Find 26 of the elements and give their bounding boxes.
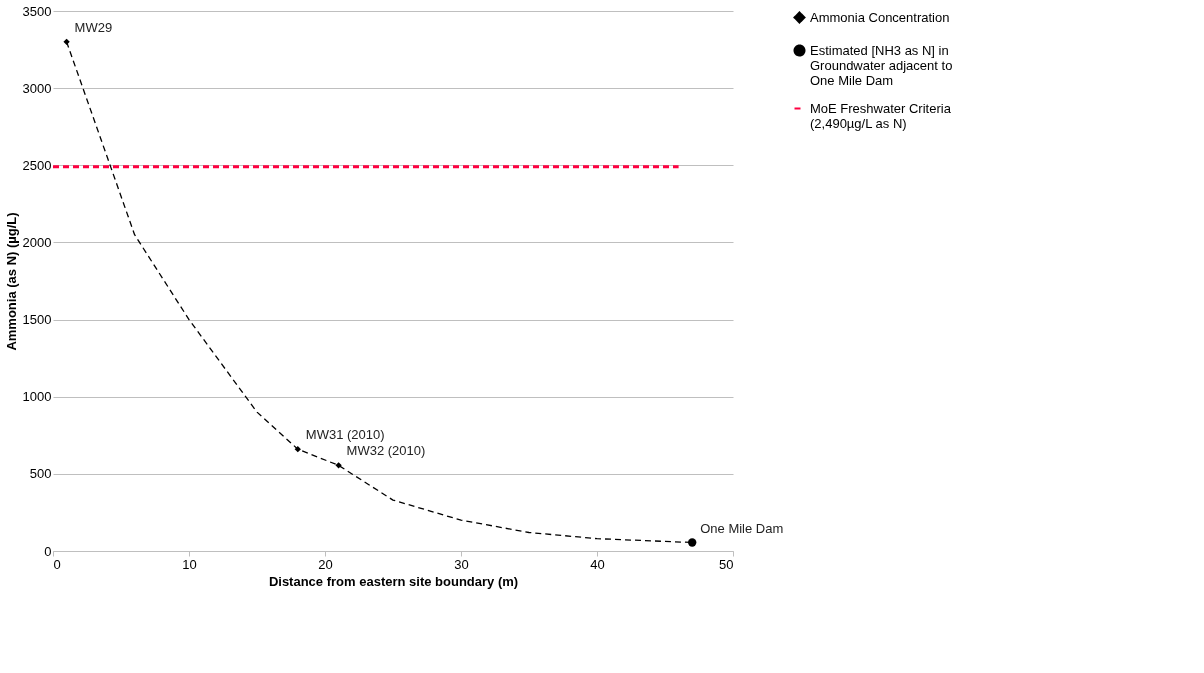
point — [63, 38, 70, 46]
point — [335, 462, 342, 469]
legend-label: MoE Freshwater Criteria (2,490µg/L as N) — [810, 100, 952, 131]
y-tick-label: 1000 — [22, 389, 52, 405]
y-tick-label: 2000 — [22, 234, 52, 250]
annotation: One Mile Dam — [700, 520, 784, 536]
legend-label: Estimated [NH3 as N] in Groundwater adjacent to One Mile Dam — [810, 42, 953, 88]
annotation: MW32 (2010) — [346, 443, 426, 459]
x-tick-label: 20 — [318, 556, 333, 572]
y-tick-label: 0 — [44, 543, 52, 559]
point — [688, 538, 697, 547]
y-tick-label: 1500 — [22, 312, 52, 328]
x-axis-title: Distance from eastern site boundary (m) — [268, 573, 519, 589]
y-tick-label: 3000 — [22, 80, 52, 96]
y-tick-label: 500 — [29, 466, 52, 482]
x-tick-label: 50 — [719, 556, 734, 572]
y-tick-label: 3500 — [22, 3, 52, 19]
y-tick-label: 2500 — [22, 157, 52, 173]
legend-label: Ammonia Concentration — [810, 9, 950, 25]
x-tick-label: 10 — [182, 556, 197, 572]
annotation: MW29 — [74, 19, 113, 35]
x-tick-label: 40 — [590, 556, 605, 572]
point — [294, 446, 301, 453]
x-tick-label: 30 — [454, 556, 469, 572]
y-axis-title: Ammonia (as N) (µg/L) — [3, 212, 19, 351]
annotation: MW31 (2010) — [305, 427, 385, 443]
